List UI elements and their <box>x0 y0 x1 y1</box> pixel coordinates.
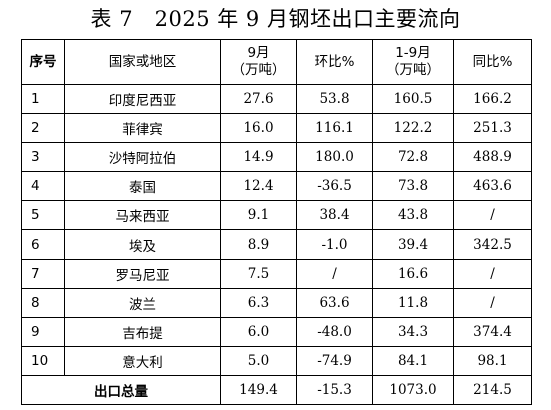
row-region: 波兰 <box>64 287 221 318</box>
row-ytd: 72.8 <box>372 142 454 173</box>
table-row: 8 波兰 6.3 63.6 11.8/ <box>21 287 532 318</box>
row-ytd: 34.3 <box>372 316 454 347</box>
row-region: 沙特阿拉伯 <box>64 142 221 173</box>
row-mom: -74.9 <box>296 345 373 376</box>
header-row: 序号 国家或地区 9月 （万吨） 环比% 1-9月 （万吨） 同比% <box>21 39 532 85</box>
row-mom: -36.5 <box>296 171 373 202</box>
total-ytd: 1073.0 <box>372 374 454 406</box>
total-row: 出口总量 149.4 -15.3 1073.0 214.5 <box>21 374 532 406</box>
row-yoy: / <box>453 258 532 289</box>
header-mom: 环比% <box>296 39 373 85</box>
row-sep: 14.9 <box>220 142 297 173</box>
row-ytd: 43.8 <box>372 200 454 231</box>
table-row: 4 泰国 12.4 -36.5 73.8 463.6 <box>21 171 532 202</box>
row-sep: 6.0 <box>220 316 297 347</box>
row-region: 印度尼西亚 <box>64 83 221 115</box>
row-seq: 1 <box>21 83 65 115</box>
row-region: 泰国 <box>64 171 221 202</box>
total-sep: 149.4 <box>220 374 297 406</box>
table-row: 10 意大利 5.0 -74.9 84.1 98.1 <box>21 345 532 376</box>
table-row: 1 印度尼西亚 27.6 53.8 160.5 166.2 <box>21 83 532 115</box>
table-row: 2 菲律宾 16.0 116.1 122.2 251.3 <box>21 113 532 144</box>
row-yoy: 463.6 <box>453 171 532 202</box>
row-region: 吉布提 <box>64 316 221 347</box>
row-yoy: 251.3 <box>453 113 532 144</box>
row-seq: 8 <box>21 287 65 318</box>
header-sep-line2: （万吨） <box>231 62 286 78</box>
table-row: 9 吉布提 6.0 -48.0 34.3 374.4 <box>21 316 532 347</box>
total-mom: -15.3 <box>296 374 373 406</box>
header-ytd: 1-9月 （万吨） <box>372 39 454 85</box>
row-seq: 2 <box>21 113 65 144</box>
row-mom: 63.6 <box>296 287 373 318</box>
table-row: 7 罗马尼亚 7.5/16.6/ <box>21 258 532 289</box>
row-mom: / <box>296 258 373 289</box>
row-ytd: 16.6 <box>372 258 454 289</box>
row-yoy: / <box>453 200 532 231</box>
row-yoy: 166.2 <box>453 83 532 115</box>
total-yoy: 214.5 <box>453 374 532 406</box>
table-row: 6 埃及 8.9 -1.0 39.4 342.5 <box>21 229 532 260</box>
row-mom: 53.8 <box>296 83 373 115</box>
row-yoy: 342.5 <box>453 229 532 260</box>
row-seq: 10 <box>21 345 65 376</box>
row-seq: 3 <box>21 142 65 173</box>
row-ytd: 73.8 <box>372 171 454 202</box>
table-row: 5 马来西亚 9.1 38.4 43.8/ <box>21 200 532 231</box>
row-region: 马来西亚 <box>64 200 221 231</box>
table-title: 表 7 2025 年 9 月钢坯出口主要流向 <box>90 7 461 31</box>
row-ytd: 122.2 <box>372 113 454 144</box>
row-ytd: 11.8 <box>372 287 454 318</box>
row-seq: 5 <box>21 200 65 231</box>
row-mom: -1.0 <box>296 229 373 260</box>
header-ytd-line1: 1-9月 <box>395 45 431 61</box>
row-mom: 38.4 <box>296 200 373 231</box>
header-sep-line1: 9月 <box>247 45 270 61</box>
header-region: 国家或地区 <box>64 39 221 85</box>
row-sep: 5.0 <box>220 345 297 376</box>
row-yoy: 374.4 <box>453 316 532 347</box>
row-mom: -48.0 <box>296 316 373 347</box>
row-region: 菲律宾 <box>64 113 221 144</box>
row-ytd: 39.4 <box>372 229 454 260</box>
row-region: 罗马尼亚 <box>64 258 221 289</box>
row-region: 埃及 <box>64 229 221 260</box>
row-yoy: 98.1 <box>453 345 532 376</box>
row-mom: 180.0 <box>296 142 373 173</box>
export-table: 序号 国家或地区 9月 （万吨） 环比% 1-9月 （万吨） 同比% 1 印度尼西… <box>21 39 532 406</box>
row-sep: 6.3 <box>220 287 297 318</box>
row-ytd: 84.1 <box>372 345 454 376</box>
row-seq: 4 <box>21 171 65 202</box>
table-row: 3 沙特阿拉伯 14.9 180.0 72.8 488.9 <box>21 142 532 173</box>
row-ytd: 160.5 <box>372 83 454 115</box>
row-sep: 9.1 <box>220 200 297 231</box>
row-seq: 7 <box>21 258 65 289</box>
row-sep: 7.5 <box>220 258 297 289</box>
row-sep: 8.9 <box>220 229 297 260</box>
header-seq: 序号 <box>21 39 65 85</box>
row-seq: 9 <box>21 316 65 347</box>
row-sep: 16.0 <box>220 113 297 144</box>
row-sep: 27.6 <box>220 83 297 115</box>
row-mom: 116.1 <box>296 113 373 144</box>
header-sep: 9月 （万吨） <box>220 39 297 85</box>
total-label: 出口总量 <box>21 374 221 406</box>
row-yoy: 488.9 <box>453 142 532 173</box>
row-sep: 12.4 <box>220 171 297 202</box>
row-yoy: / <box>453 287 532 318</box>
row-region: 意大利 <box>64 345 221 376</box>
row-seq: 6 <box>21 229 65 260</box>
header-yoy: 同比% <box>453 39 532 85</box>
header-ytd-line2: （万吨） <box>386 62 440 78</box>
